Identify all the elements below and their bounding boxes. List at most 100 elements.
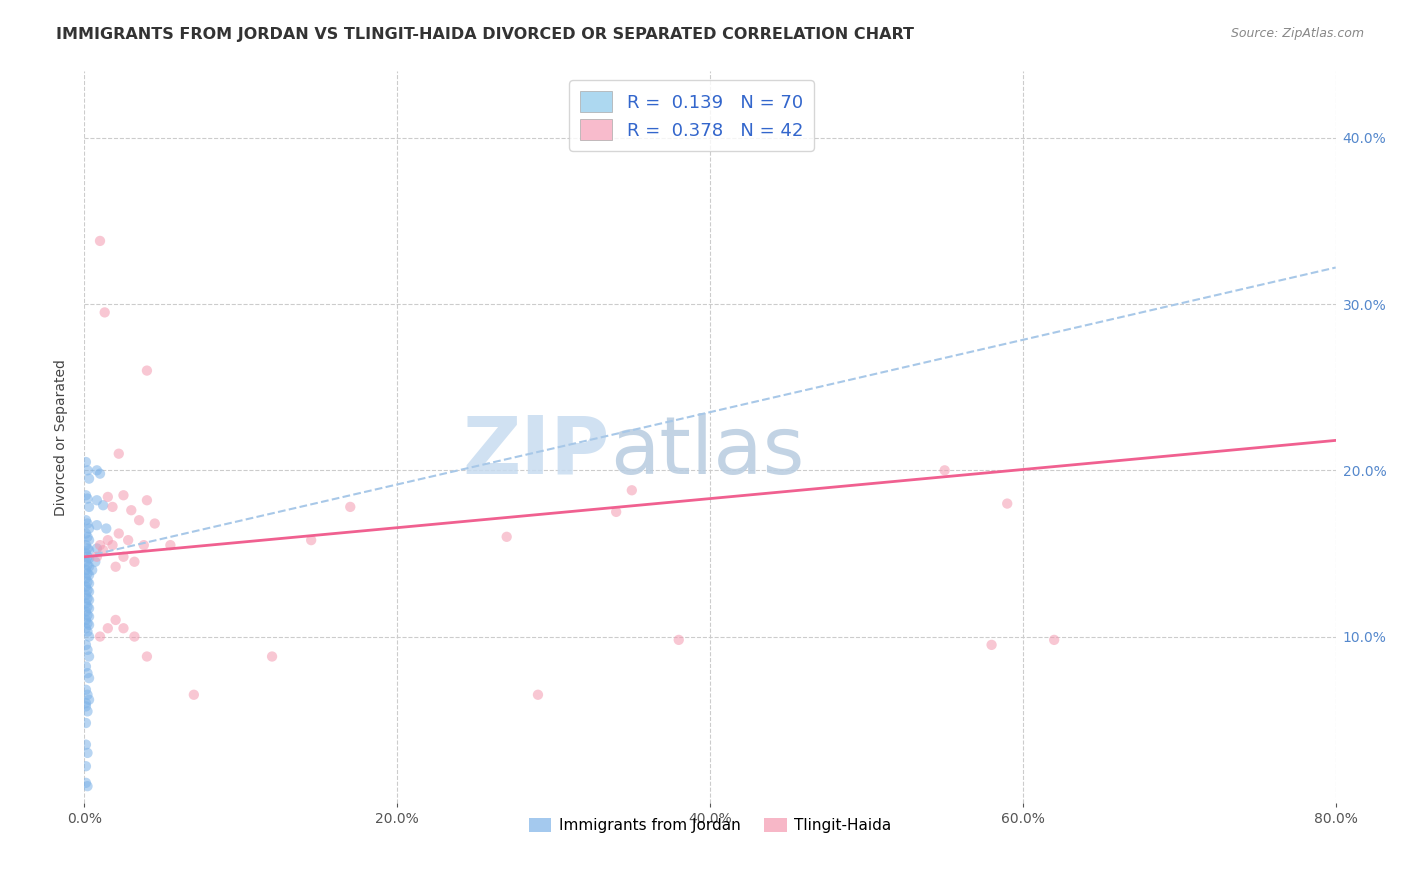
- Point: [1043, 632, 1066, 647]
- Point: [75, 682, 97, 697]
- Point: [75, 588, 97, 602]
- Point: [76, 530, 98, 544]
- Point: [75, 580, 97, 594]
- Point: [89, 467, 111, 481]
- Point: [77, 692, 100, 706]
- Point: [112, 549, 135, 564]
- Point: [101, 500, 124, 514]
- Point: [77, 593, 100, 607]
- Point: [76, 607, 98, 622]
- Point: [76, 616, 98, 631]
- Point: [77, 568, 100, 582]
- Text: Source: ZipAtlas.com: Source: ZipAtlas.com: [1230, 27, 1364, 40]
- Point: [77, 618, 100, 632]
- Point: [91, 498, 114, 512]
- Point: [76, 463, 98, 477]
- Point: [668, 632, 690, 647]
- Point: [77, 543, 100, 558]
- Point: [136, 493, 159, 508]
- Y-axis label: Divorced or Separated: Divorced or Separated: [55, 359, 69, 516]
- Point: [75, 488, 97, 502]
- Point: [86, 493, 108, 508]
- Point: [89, 538, 111, 552]
- Point: [86, 463, 108, 477]
- Point: [75, 696, 97, 710]
- Point: [605, 505, 627, 519]
- Point: [77, 649, 100, 664]
- Point: [75, 596, 97, 610]
- Point: [76, 688, 98, 702]
- Point: [620, 483, 643, 498]
- Point: [75, 659, 97, 673]
- Point: [75, 571, 97, 585]
- Legend: Immigrants from Jordan, Tlingit-Haida: Immigrants from Jordan, Tlingit-Haida: [523, 812, 897, 839]
- Point: [132, 538, 155, 552]
- Point: [128, 513, 150, 527]
- Point: [495, 530, 517, 544]
- Point: [97, 533, 120, 548]
- Point: [76, 566, 98, 581]
- Point: [86, 518, 108, 533]
- Point: [112, 488, 135, 502]
- Text: ZIP: ZIP: [463, 413, 610, 491]
- Point: [76, 599, 98, 614]
- Point: [104, 559, 127, 574]
- Point: [75, 455, 97, 469]
- Point: [96, 521, 118, 535]
- Point: [77, 601, 100, 615]
- Point: [527, 688, 550, 702]
- Point: [124, 630, 146, 644]
- Point: [86, 541, 108, 556]
- Point: [980, 638, 1002, 652]
- Point: [183, 688, 205, 702]
- Point: [299, 533, 322, 548]
- Point: [75, 759, 97, 773]
- Point: [75, 699, 97, 714]
- Point: [76, 779, 98, 793]
- Point: [76, 516, 98, 531]
- Point: [159, 538, 181, 552]
- Point: [86, 549, 108, 564]
- Point: [77, 551, 100, 566]
- Point: [76, 582, 98, 597]
- Point: [97, 490, 120, 504]
- Point: [107, 526, 129, 541]
- Point: [77, 500, 100, 514]
- Point: [75, 638, 97, 652]
- Point: [97, 621, 120, 635]
- Point: [76, 643, 98, 657]
- Point: [136, 363, 159, 377]
- Point: [934, 463, 956, 477]
- Point: [75, 716, 97, 731]
- Point: [84, 555, 107, 569]
- Point: [76, 705, 98, 719]
- Point: [76, 558, 98, 573]
- Point: [77, 576, 100, 591]
- Point: [75, 738, 97, 752]
- Point: [112, 621, 135, 635]
- Point: [75, 621, 97, 635]
- Point: [104, 613, 127, 627]
- Point: [995, 497, 1018, 511]
- Text: atlas: atlas: [610, 413, 804, 491]
- Point: [77, 472, 100, 486]
- Point: [77, 559, 100, 574]
- Point: [75, 546, 97, 560]
- Point: [89, 234, 111, 248]
- Point: [77, 521, 100, 535]
- Point: [136, 649, 159, 664]
- Text: IMMIGRANTS FROM JORDAN VS TLINGIT-HAIDA DIVORCED OR SEPARATED CORRELATION CHART: IMMIGRANTS FROM JORDAN VS TLINGIT-HAIDA …: [56, 27, 914, 42]
- Point: [93, 305, 115, 319]
- Point: [76, 549, 98, 564]
- Point: [77, 584, 100, 599]
- Point: [143, 516, 166, 531]
- Point: [120, 503, 142, 517]
- Point: [101, 538, 124, 552]
- Point: [339, 500, 361, 514]
- Point: [117, 533, 139, 548]
- Point: [75, 555, 97, 569]
- Point: [75, 613, 97, 627]
- Point: [91, 543, 114, 558]
- Point: [75, 776, 97, 790]
- Point: [262, 649, 284, 664]
